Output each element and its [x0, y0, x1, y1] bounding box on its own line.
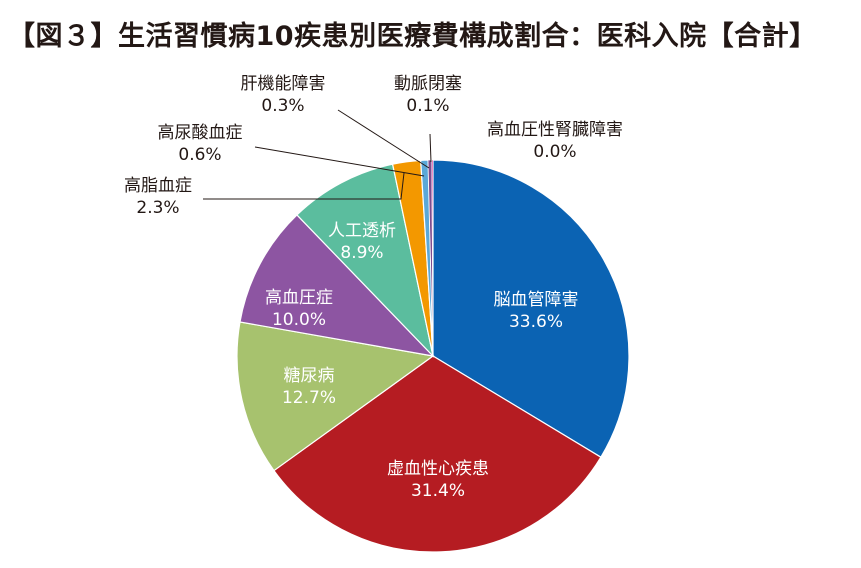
callout-label-9-value: 0.1%	[406, 96, 449, 116]
slice-label-1-value: 33.6%	[509, 312, 563, 332]
callout-label-8-name: 肝機能障害	[241, 74, 326, 94]
slice-label-2-value: 31.4%	[411, 481, 465, 501]
callout-label-6-value: 2.3%	[136, 198, 179, 218]
slice-label-4-value: 10.0%	[272, 310, 326, 330]
pie-slice-4	[239, 214, 435, 357]
slice-label-5-name: 人工透析	[328, 221, 396, 241]
chart-title: 【図３】生活習慣病10疾患別医療費構成割合：医科入院【合計】	[8, 21, 817, 52]
callout-label-7-value: 0.6%	[178, 145, 221, 165]
callout-label-9-name: 動脈閉塞	[394, 74, 462, 94]
leader-line-7	[254, 146, 425, 177]
slice-label-3-value: 12.7%	[282, 388, 336, 408]
pie-slice-5	[296, 163, 435, 358]
leader-line-9	[429, 133, 432, 163]
leader-line-6	[203, 172, 405, 200]
callout-label-6-name: 高脂血症	[124, 176, 192, 196]
leader-lines	[203, 109, 432, 200]
callout-label-10-value: 0.0%	[533, 142, 576, 162]
pie-slices	[236, 159, 630, 553]
callout-label-10-name: 高血圧性腎臓障害	[487, 120, 623, 140]
callout-label-8-value: 0.3%	[261, 96, 304, 116]
pie-slice-3	[236, 321, 435, 472]
pie-slice-1	[432, 159, 630, 459]
slice-label-1-name: 脳血管障害	[494, 290, 579, 310]
slice-label-3-name: 糖尿病	[284, 366, 335, 386]
callout-label-7-name: 高尿酸血症	[158, 123, 243, 143]
pie-slice-2	[273, 355, 602, 553]
slice-label-4-name: 高血圧症	[265, 288, 333, 308]
slice-label-2-name: 虚血性心疾患	[387, 459, 489, 479]
leader-line-8	[337, 109, 430, 169]
slice-label-5-value: 8.9%	[340, 243, 383, 263]
